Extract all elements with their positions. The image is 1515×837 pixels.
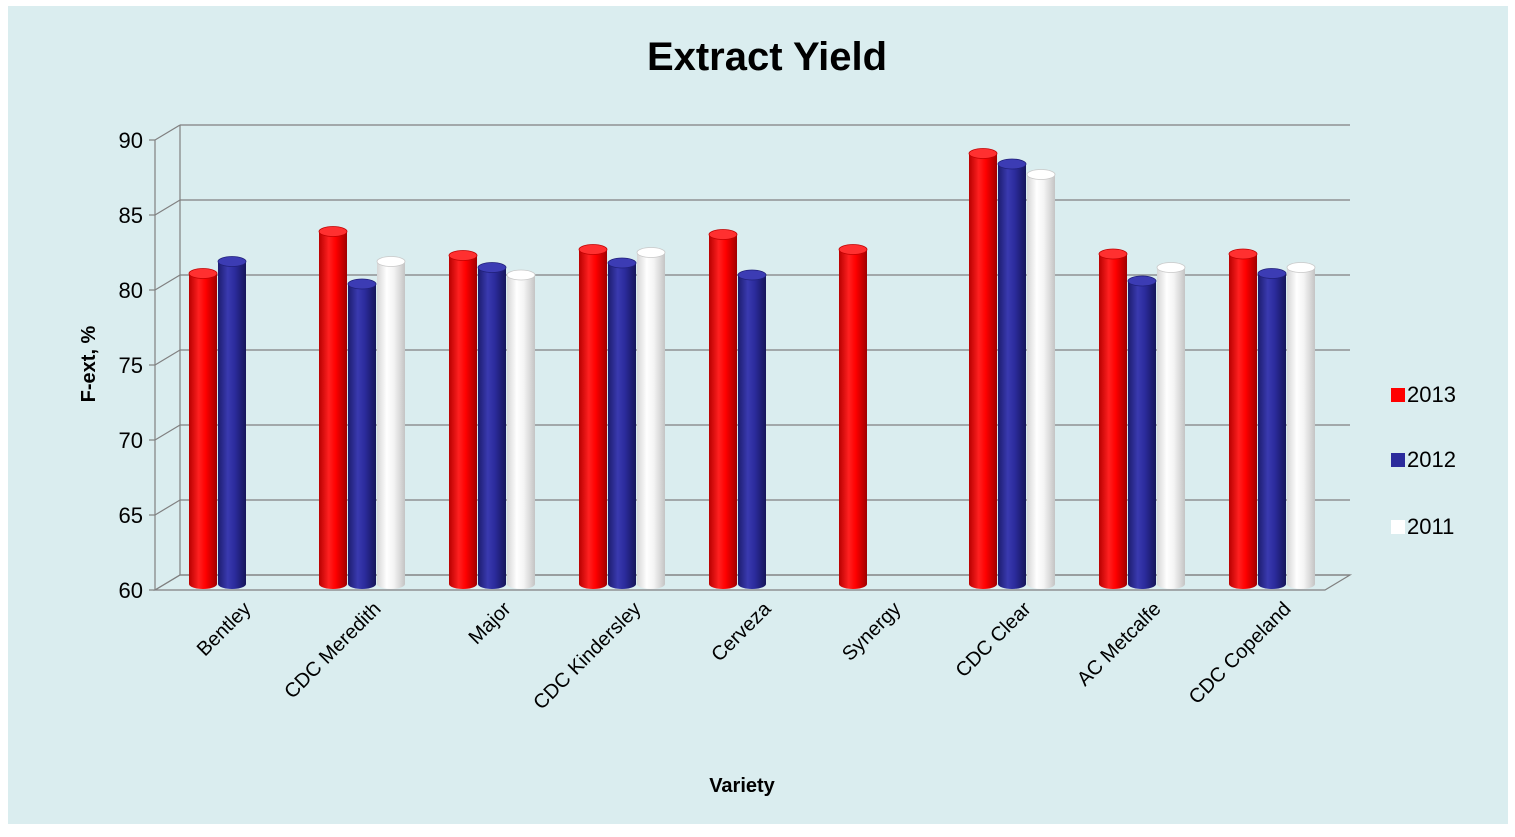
y-tick-label: 80 <box>119 278 143 303</box>
bar-body <box>1157 267 1185 589</box>
bar-2013-2 <box>448 250 478 589</box>
bar-cap <box>1026 169 1056 180</box>
bar-2013-0 <box>188 268 218 589</box>
bar-cap <box>1228 248 1258 260</box>
bar-2011-7 <box>1156 262 1186 589</box>
gridline-depth <box>154 274 181 291</box>
y-tick-label: 90 <box>119 128 143 153</box>
bar-cap <box>506 269 536 281</box>
bar-2012-6 <box>997 158 1027 589</box>
gridline-depth <box>154 349 181 366</box>
bar-body <box>507 275 535 589</box>
bar-body <box>839 249 867 589</box>
chart-title: Extract Yield <box>647 35 887 79</box>
bar-2013-8 <box>1228 248 1258 589</box>
bar-body <box>998 164 1026 589</box>
bar-cap <box>448 250 478 261</box>
bar-body <box>738 275 766 589</box>
bar-cap <box>708 229 738 240</box>
gridline-depth <box>154 424 181 441</box>
bar-body <box>1287 267 1315 589</box>
bar-body <box>1027 174 1055 589</box>
legend-label-2012: 2012 <box>1407 447 1456 472</box>
gridline-depth <box>154 499 181 516</box>
legend-swatch-2012 <box>1391 453 1405 467</box>
bar-2013-7 <box>1098 248 1128 589</box>
bar-body <box>969 153 997 589</box>
bar-cap <box>1098 248 1128 260</box>
bar-2012-8 <box>1257 268 1287 589</box>
bar-2013-1 <box>318 226 348 589</box>
bar-cap <box>477 262 507 273</box>
bar-2012-7 <box>1127 275 1157 589</box>
y-tick-label: 65 <box>119 503 143 528</box>
legend: 2013 2012 2011 <box>1391 382 1456 539</box>
legend-swatch-2011 <box>1391 520 1405 534</box>
bar-cap <box>1127 275 1157 287</box>
bar-2011-3 <box>636 247 666 589</box>
bar-2013-3 <box>578 244 608 589</box>
legend-label-2011: 2011 <box>1407 514 1454 539</box>
bar-cap <box>636 247 666 258</box>
bar-cap <box>188 268 218 279</box>
legend-label-2013: 2013 <box>1407 382 1456 407</box>
y-tick-label: 60 <box>119 578 143 603</box>
bar-body <box>478 267 506 589</box>
chart-floor <box>152 574 1353 591</box>
gridline-depth <box>154 124 181 141</box>
bar-body <box>1229 254 1257 589</box>
bar-cap <box>997 158 1027 170</box>
bar-2011-6 <box>1026 169 1056 589</box>
bar-body <box>348 284 376 589</box>
y-axis-label: F-ext, % <box>78 325 100 402</box>
bar-cap <box>376 256 406 267</box>
bar-body <box>377 261 405 589</box>
bar-body <box>1258 273 1286 589</box>
bar-cap <box>347 278 377 290</box>
bars-layer <box>188 148 1316 589</box>
bar-2011-2 <box>506 269 536 589</box>
bar-2013-5 <box>838 244 868 589</box>
bar-cap <box>1286 262 1316 273</box>
bar-body <box>608 263 636 589</box>
y-tick-label: 70 <box>119 428 143 453</box>
bar-2013-6 <box>968 148 998 589</box>
bar-2012-2 <box>477 262 507 589</box>
bar-2012-4 <box>737 269 767 589</box>
bar-cap <box>737 269 767 281</box>
bar-2011-8 <box>1286 262 1316 589</box>
legend-swatch-2013 <box>1391 388 1405 402</box>
bar-2012-0 <box>217 256 247 589</box>
x-axis-label: Variety <box>709 775 775 797</box>
bar-body <box>218 261 246 589</box>
bar-body <box>449 255 477 589</box>
bar-body <box>1128 281 1156 589</box>
bar-cap <box>578 244 608 255</box>
bar-body <box>319 231 347 589</box>
y-tick-label: 75 <box>119 353 143 378</box>
bar-cap <box>968 148 998 159</box>
bar-body <box>1099 254 1127 589</box>
bar-body <box>189 273 217 589</box>
bar-2011-1 <box>376 256 406 589</box>
gridline-depth <box>154 199 181 216</box>
bar-cap <box>217 256 247 267</box>
bar-2012-1 <box>347 278 377 589</box>
bar-body <box>579 249 607 589</box>
y-tick-label: 85 <box>119 203 143 228</box>
bar-cap <box>838 244 868 255</box>
bar-2013-4 <box>708 229 738 589</box>
bar-cap <box>318 226 348 237</box>
bar-cap <box>1156 262 1186 273</box>
bar-cap <box>1257 268 1287 279</box>
bar-body <box>709 234 737 589</box>
bar-body <box>637 252 665 589</box>
bar-cap <box>607 257 637 269</box>
bar-2012-3 <box>607 257 637 589</box>
